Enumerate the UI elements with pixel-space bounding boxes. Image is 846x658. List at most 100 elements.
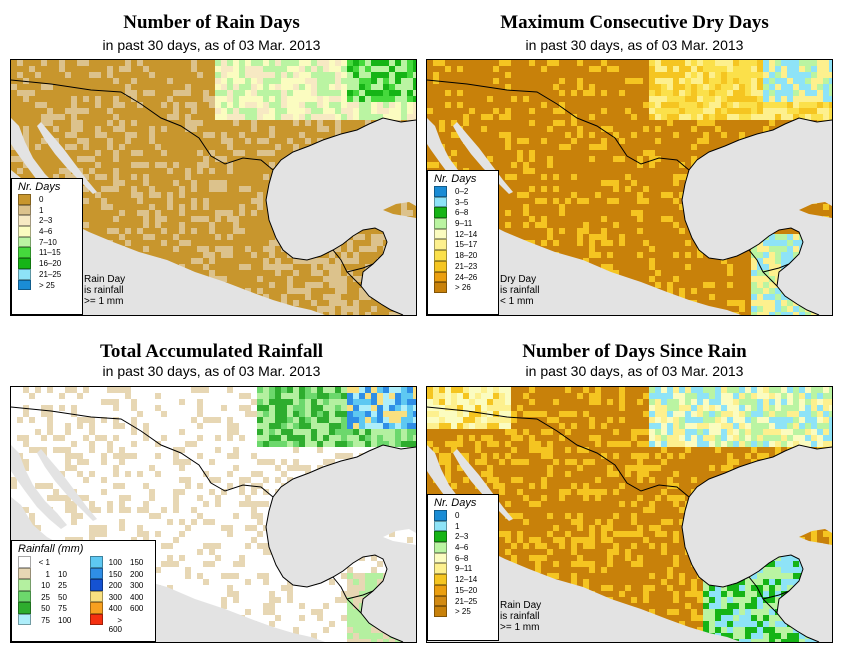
legend-swatch xyxy=(18,194,31,205)
legend-label-high: 600 xyxy=(130,604,144,613)
legend-swatch xyxy=(18,279,31,291)
coastline xyxy=(265,444,416,642)
legend-label: 18–20 xyxy=(455,251,478,261)
panel-since-rain: Number of Days Since Rain in past 30 day… xyxy=(423,329,846,658)
legend-label-high: 50 xyxy=(58,592,67,602)
legend-item: 6–8 xyxy=(428,552,498,564)
legend-note: Rain Day is rainfall >= 1 mm xyxy=(84,274,126,307)
legend-swatch xyxy=(18,579,31,591)
legend-since-rain: Nr. Days 0 1 2–3 4–6 6–8 9–11 12–14 15–20 21–25 > … xyxy=(427,494,499,641)
legend-title: Nr. Days xyxy=(18,181,61,193)
legend-label-high: 200 xyxy=(130,569,144,579)
legend-swatch xyxy=(434,271,447,283)
central-america-borders xyxy=(748,576,790,614)
legend-label: 4–6 xyxy=(455,543,469,553)
legend-item: 0 xyxy=(428,510,498,521)
legend-label: 12–14 xyxy=(455,575,478,585)
legend-swatch xyxy=(18,556,31,568)
legend-label: 21–25 xyxy=(455,596,478,606)
legend-item: 16–20 xyxy=(12,258,82,269)
legend-item: 4–6 xyxy=(428,542,498,553)
legend-label-low: 75 xyxy=(41,615,50,625)
us-mexico-border xyxy=(427,406,690,498)
legend-label: 0–2 xyxy=(455,187,469,196)
legend-swatch xyxy=(434,520,447,532)
legend-label-high: 150 xyxy=(130,558,144,567)
legend-label: 15–20 xyxy=(455,585,478,595)
water-body xyxy=(37,449,97,521)
legend-item: > 25 xyxy=(12,279,82,291)
legend-label: 6–8 xyxy=(455,553,469,563)
legend-label-low: 50 xyxy=(41,604,50,613)
legend-label-low: 25 xyxy=(41,592,50,602)
legend-swatch xyxy=(434,250,447,261)
legend-label-low: 150 xyxy=(108,569,122,579)
legend-swatch xyxy=(18,613,31,625)
legend-item: 21–25 xyxy=(12,268,82,280)
legend-swatch xyxy=(18,590,31,602)
legend-swatch xyxy=(434,228,447,240)
legend-rainfall: Rainfall (mm) < 1 1 10 10 25 25 50 50 75 75 100 100 1… xyxy=(11,540,156,642)
legend-label: 16–20 xyxy=(39,259,62,269)
legend-swatch xyxy=(18,226,31,237)
panel-title: Total Accumulated Rainfall xyxy=(99,341,324,362)
legend-item: 12–14 xyxy=(428,228,498,240)
legend-label: 12–14 xyxy=(455,229,478,239)
map-rain-days xyxy=(10,59,417,316)
legend-label: 15–17 xyxy=(455,240,478,250)
coastline xyxy=(265,117,416,315)
legend-swatch xyxy=(18,258,31,269)
legend-rain-days: Nr. Days 0 1 2–3 4–6 7–10 11–15 16–20 21–25 > 25 xyxy=(11,178,83,315)
legend-swatch xyxy=(90,590,103,602)
legend-label: 1 xyxy=(39,205,44,215)
water-body xyxy=(11,170,325,315)
legend-item: 7–10 xyxy=(12,236,82,248)
legend-label-low: < 1 xyxy=(38,558,50,567)
legend-swatch xyxy=(18,268,31,280)
legend-label-low: 100 xyxy=(108,558,122,567)
legend-item: 4–6 xyxy=(12,226,82,237)
legend-item: 11–15 xyxy=(12,247,82,259)
legend-label: 2–3 xyxy=(455,532,469,542)
us-mexico-border xyxy=(11,406,274,498)
legend-swatch xyxy=(90,602,103,614)
legend-item: 15–17 xyxy=(428,239,498,251)
panel-title: Maximum Consecutive Dry Days xyxy=(500,12,769,33)
legend-label: 3–5 xyxy=(455,197,469,207)
legend-swatch xyxy=(90,613,103,625)
legend-title: Rainfall (mm) xyxy=(18,543,84,555)
water-body xyxy=(11,445,67,529)
legend-swatch xyxy=(434,595,447,607)
legend-swatch xyxy=(434,531,447,543)
legend-label: 24–26 xyxy=(455,272,478,282)
legend-label-high: 75 xyxy=(58,604,67,613)
panel-rainfall: Total Accumulated Rainfall in past 30 da… xyxy=(0,329,423,658)
legend-item: 0 xyxy=(12,194,82,205)
legend-item: 21–25 xyxy=(428,595,498,607)
coastline xyxy=(681,444,832,642)
legend-swatch xyxy=(434,542,447,553)
legend-swatch xyxy=(18,567,31,579)
legend-item: > 26 xyxy=(428,282,498,293)
legend-item: 3–5 xyxy=(428,196,498,208)
us-mexico-border xyxy=(427,79,690,171)
legend-swatch xyxy=(434,282,447,293)
panel-subtitle: in past 30 days, as of 03 Mar. 2013 xyxy=(102,37,321,53)
panel-subtitle: in past 30 days, as of 03 Mar. 2013 xyxy=(525,37,744,53)
legend-title: Nr. Days xyxy=(434,497,477,509)
legend-label: 9–11 xyxy=(455,219,473,229)
legend-swatch xyxy=(18,215,31,227)
legend-swatch xyxy=(18,204,31,216)
legend-item: 6–8 xyxy=(428,207,498,219)
water-body xyxy=(37,122,97,194)
legend-swatch xyxy=(434,584,447,596)
legend-label: 6–8 xyxy=(455,208,469,218)
legend-note: Dry Day is rainfall < 1 mm xyxy=(500,274,540,307)
map-canvas xyxy=(427,60,832,315)
legend-swatch xyxy=(434,552,447,564)
legend-label-low: 10 xyxy=(41,581,50,590)
legend-label: 7–10 xyxy=(39,237,57,247)
legend-item: 9–11 xyxy=(428,218,498,229)
legend-swatch xyxy=(434,196,447,208)
legend-label: 0 xyxy=(455,511,460,520)
